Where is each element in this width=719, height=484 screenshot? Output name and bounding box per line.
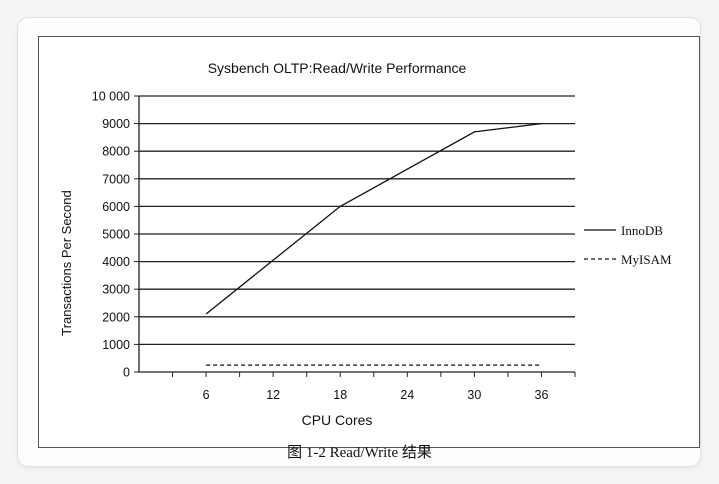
series-lines [205, 122, 542, 366]
chart-svg: Sysbench OLTP:Read/Write Performance Tra… [59, 60, 672, 428]
y-tick-label: 7000 [102, 172, 130, 186]
x-tick-label: 12 [266, 388, 280, 402]
y-tick-label: 9000 [102, 117, 130, 131]
y-tick-label: 5000 [102, 228, 130, 242]
figure-card: Sysbench OLTP:Read/Write Performance Tra… [18, 18, 700, 466]
y-axis-label: Transactions Per Second [59, 190, 74, 335]
y-tick-label: 3000 [102, 283, 130, 297]
y-tick-label: 4000 [102, 255, 130, 269]
y-tick-label: 10 000 [92, 90, 130, 104]
tick-labels: 0 1000 2000 3000 4000 5000 6000 7000 8000 9000 10 … [92, 90, 549, 403]
x-tick-label: 36 [535, 388, 549, 402]
chart-frame: Sysbench OLTP:Read/Write Performance Tra… [38, 36, 700, 448]
x-axis-label: CPU Cores [302, 412, 373, 428]
y-tick-label: 6000 [102, 200, 130, 214]
series-line-innodb [205, 122, 542, 315]
legend-label-innodb: InnoDB [621, 223, 663, 238]
gridlines [139, 95, 575, 346]
x-tick-label: 18 [333, 388, 347, 402]
x-tick-label: 6 [203, 388, 210, 402]
legend: InnoDB MyISAM [584, 223, 672, 267]
x-tick-label: 24 [400, 388, 414, 402]
x-tick-label: 30 [467, 388, 481, 402]
figure-caption: 图 1-2 Read/Write 结果 [287, 445, 432, 461]
y-tick-label: 1000 [102, 338, 130, 352]
y-tick-label: 8000 [102, 145, 130, 159]
legend-label-myisam: MyISAM [621, 252, 672, 267]
axes [134, 95, 576, 377]
y-tick-label: 2000 [102, 310, 130, 324]
chart-title: Sysbench OLTP:Read/Write Performance [208, 60, 467, 76]
y-tick-label: 0 [123, 366, 130, 380]
